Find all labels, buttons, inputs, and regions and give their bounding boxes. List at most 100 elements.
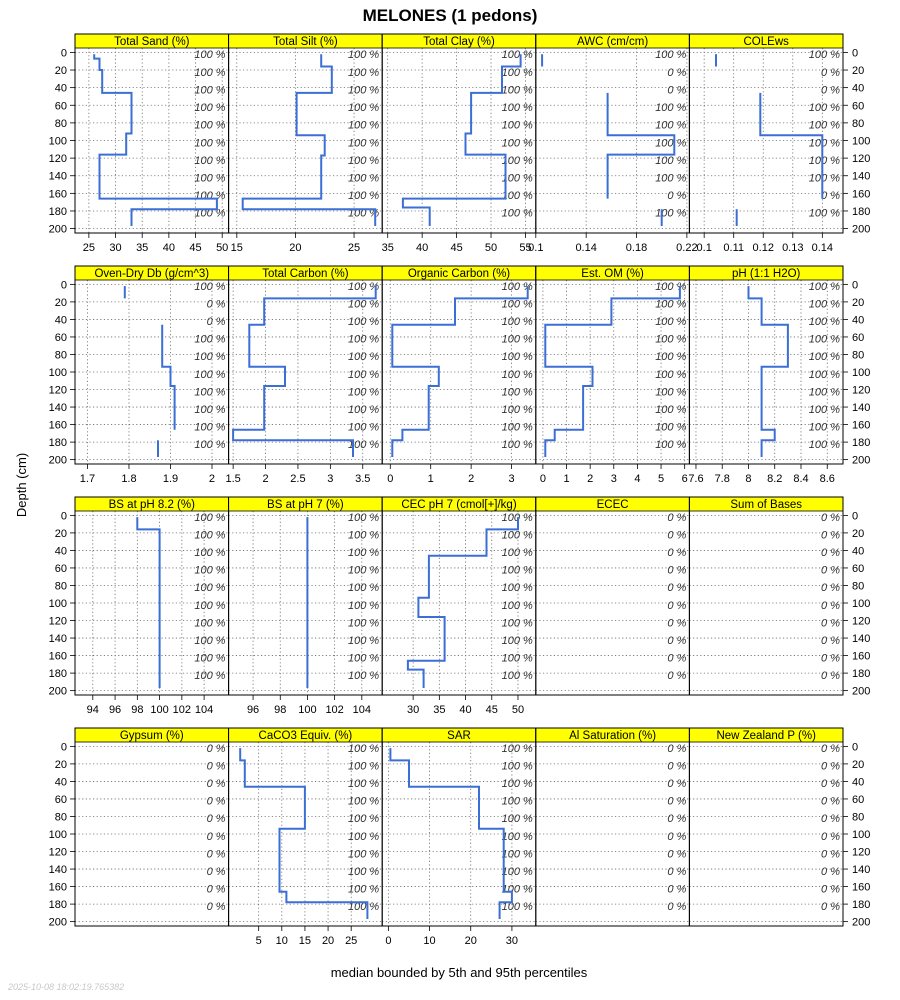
percent-label: 0 % xyxy=(667,866,686,878)
panel-border xyxy=(74,727,230,927)
x-tick-label: 25 xyxy=(348,242,360,254)
x-tick-label: 0.12 xyxy=(753,242,774,254)
x-tick-label: 45 xyxy=(450,242,462,254)
panel: 100 % 100 % 100 % 100 % 100 % 100 % 100 % 100 %… xyxy=(49,33,230,254)
strip-title: COLEws xyxy=(744,36,790,48)
percent-label: 100 % xyxy=(502,351,533,363)
strip-title: AWC (cm/cm) xyxy=(577,36,648,48)
strip-title: Organic Carbon (%) xyxy=(408,268,510,280)
y-tick-label: 140 xyxy=(852,171,870,183)
percent-label: 0 % xyxy=(821,813,840,825)
percent-label: 100 % xyxy=(348,386,379,398)
x-tick-label: 2 xyxy=(262,473,268,485)
percent-label: 0 % xyxy=(207,778,226,790)
y-tick-label: 60 xyxy=(55,563,67,575)
x-tick-label: 40 xyxy=(163,242,175,254)
x-tick-label: 0 xyxy=(387,473,393,485)
y-tick-label: 20 xyxy=(852,297,864,309)
percent-label: 100 % xyxy=(194,439,225,451)
panel: 0 % 0 % 0 % 0 % 0 % 0 % 0 % 0 % 0 % 0 % Gypsum (%)… xyxy=(49,727,230,929)
percent-label: 100 % xyxy=(348,743,379,755)
x-tick-label: 40 xyxy=(416,242,428,254)
strip-title: pH (1:1 H2O) xyxy=(732,268,801,280)
x-tick-label: 3.5 xyxy=(355,473,370,485)
percent-label: 100 % xyxy=(809,334,840,346)
percent-label: 0 % xyxy=(667,901,686,913)
percent-label: 0 % xyxy=(821,796,840,808)
percent-label: 100 % xyxy=(348,281,379,293)
y-tick-label: 200 xyxy=(49,455,67,467)
y-tick-label: 140 xyxy=(49,171,67,183)
percent-label: 0 % xyxy=(207,883,226,895)
x-tick-label: 102 xyxy=(173,704,191,716)
percent-label: 100 % xyxy=(809,386,840,398)
percent-label: 100 % xyxy=(348,761,379,773)
y-tick-label: 180 xyxy=(49,437,67,449)
percent-label: 100 % xyxy=(348,530,379,542)
percent-label: 100 % xyxy=(502,404,533,416)
percent-label: 100 % xyxy=(194,421,225,433)
percent-label: 0 % xyxy=(667,617,686,629)
x-tick-label: 10 xyxy=(276,935,288,947)
y-tick-label: 0 xyxy=(61,510,67,522)
x-tick-label: 96 xyxy=(109,704,121,716)
y-tick-label: 200 xyxy=(49,686,67,698)
x-tick-label: 10 xyxy=(423,935,435,947)
percent-label: 100 % xyxy=(809,137,840,149)
percent-label: 0 % xyxy=(821,67,840,79)
x-tick-label: 50 xyxy=(512,704,524,716)
y-tick-label: 140 xyxy=(852,402,870,414)
x-tick-label: 20 xyxy=(289,242,301,254)
percent-label: 100 % xyxy=(809,351,840,363)
y-tick-label: 40 xyxy=(852,545,864,557)
x-tick-label: 3 xyxy=(327,473,333,485)
percent-label: 100 % xyxy=(194,530,225,542)
panel-border xyxy=(74,33,230,234)
x-tick-label: 0.18 xyxy=(626,242,647,254)
percent-label: 100 % xyxy=(502,600,533,612)
percent-label: 100 % xyxy=(348,84,379,96)
y-tick-label: 100 xyxy=(49,829,67,841)
percent-label: 100 % xyxy=(194,281,225,293)
y-tick-label: 180 xyxy=(49,668,67,680)
panels-group: 100 %100 %100 %100 %100 %100 %100 %100 %… xyxy=(49,33,870,947)
percent-label: 100 % xyxy=(348,831,379,843)
percent-label: 100 % xyxy=(348,796,379,808)
profile-line xyxy=(136,517,161,688)
x-tick-label: 2 xyxy=(209,473,215,485)
strip-title: New Zealand P (%) xyxy=(716,730,816,742)
percent-label: 0 % xyxy=(667,761,686,773)
percent-label: 0 % xyxy=(207,831,226,843)
y-tick-label: 140 xyxy=(49,864,67,876)
panel: 0 % 0 % 0 % 0 % 0 % 0 % 0 % 0 % 0 % 0 % Al Saturat… xyxy=(535,727,690,927)
percent-label: 100 % xyxy=(809,155,840,167)
y-tick-label: 120 xyxy=(852,153,870,165)
x-tick-label: 55 xyxy=(519,242,531,254)
percent-label: 100 % xyxy=(348,369,379,381)
y-tick-label: 20 xyxy=(55,528,67,540)
percent-label: 100 % xyxy=(194,547,225,559)
x-tick-label: 50 xyxy=(216,242,228,254)
percent-label: 100 % xyxy=(809,369,840,381)
x-axis-label: median bounded by 5th and 95th percentil… xyxy=(331,965,588,980)
y-tick-label: 100 xyxy=(852,829,870,841)
y-tick-label: 160 xyxy=(852,882,870,894)
x-tick-label: 3 xyxy=(508,473,514,485)
percent-label: 100 % xyxy=(348,617,379,629)
percent-label: 100 % xyxy=(194,102,225,114)
profile-line xyxy=(544,286,681,457)
percent-label: 100 % xyxy=(348,565,379,577)
y-tick-label: 60 xyxy=(852,563,864,575)
x-tick-label: 45 xyxy=(189,242,201,254)
percent-label: 100 % xyxy=(502,670,533,682)
percent-label: 0 % xyxy=(667,883,686,895)
percent-label: 100 % xyxy=(655,334,686,346)
panel: 100 % 100 % 100 % 100 % 100 % 100 % 100 % 100 %… xyxy=(225,265,383,485)
percent-label: 100 % xyxy=(348,512,379,524)
percent-label: 100 % xyxy=(809,299,840,311)
y-tick-label: 40 xyxy=(55,83,67,95)
y-tick-label: 60 xyxy=(852,332,864,344)
x-tick-label: 7.8 xyxy=(715,473,730,485)
y-tick-label: 100 xyxy=(852,367,870,379)
percent-label: 100 % xyxy=(809,173,840,185)
